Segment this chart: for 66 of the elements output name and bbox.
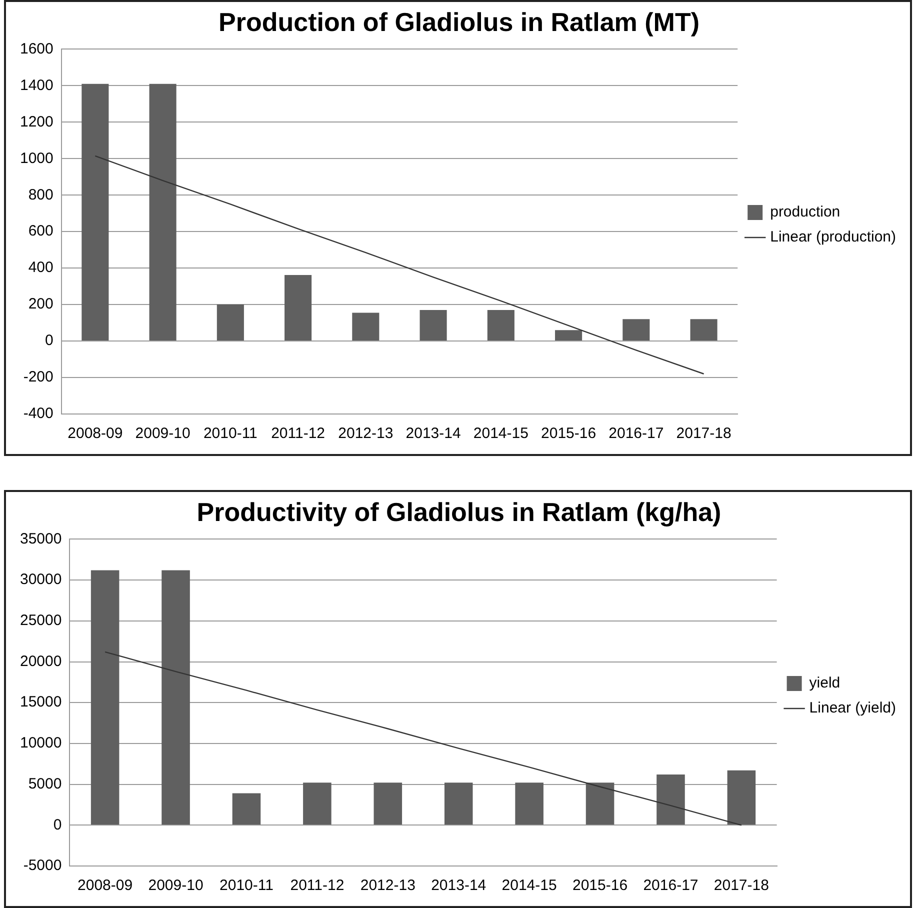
x-tick-label: 2017-18 [676, 425, 732, 442]
y-tick-label: -400 [23, 405, 54, 422]
bar [374, 782, 402, 825]
legend-label: yield [809, 674, 840, 692]
y-tick-label: 20000 [20, 652, 62, 670]
y-tick-label: 30000 [20, 571, 62, 588]
bar [444, 782, 473, 825]
y-tick-label: 400 [28, 259, 54, 276]
y-tick-label: 5000 [28, 775, 62, 792]
y-tick-label: 600 [28, 222, 54, 240]
x-tick-label: 2016-17 [608, 425, 664, 442]
bar [515, 782, 544, 825]
legend-label: production [770, 204, 840, 221]
bar [352, 312, 380, 341]
x-tick-label: 2013-14 [431, 877, 486, 894]
x-tick-label: 2008-09 [68, 425, 123, 442]
x-tick-label: 2015-16 [541, 425, 596, 442]
bar [622, 319, 650, 341]
bar [149, 84, 176, 341]
bar [656, 774, 685, 825]
x-tick-label: 2012-13 [360, 877, 416, 894]
chart-title: Production of Gladiolus in Ratlam (MT) [218, 6, 700, 37]
bar [216, 304, 244, 341]
y-tick-label: 1400 [20, 76, 54, 94]
x-tick-label: 2015-16 [572, 877, 628, 894]
bar [90, 570, 120, 825]
bar [727, 770, 756, 825]
x-tick-label: 2010-11 [203, 425, 258, 442]
y-tick-label: -200 [23, 368, 54, 386]
x-tick-label: 2011-12 [290, 877, 344, 894]
y-tick-label: 0 [45, 332, 54, 350]
x-tick-label: 2008-09 [78, 877, 133, 894]
legend-label: Linear (yield) [809, 700, 896, 717]
y-tick-label: 1600 [20, 40, 54, 58]
bar [555, 330, 582, 341]
x-tick-label: 2009-10 [135, 425, 190, 442]
bar [284, 275, 312, 341]
y-tick-label: 0 [53, 816, 62, 834]
bar [232, 793, 261, 825]
y-tick-label: 800 [28, 186, 54, 204]
bar [303, 782, 332, 825]
y-tick-label: -5000 [23, 857, 62, 874]
x-tick-label: 2017-18 [714, 877, 769, 894]
x-tick-label: 2013-14 [406, 425, 461, 442]
bar [487, 310, 514, 341]
x-tick-label: 2010-11 [220, 877, 274, 894]
y-tick-label: 1200 [20, 113, 54, 130]
x-tick-label: 2012-13 [338, 425, 394, 442]
bar [162, 570, 190, 825]
y-tick-label: 200 [28, 296, 54, 313]
legend-label: Linear (production) [770, 228, 896, 246]
y-tick-label: 1000 [20, 150, 54, 167]
y-tick-label: 10000 [20, 734, 62, 752]
bar [690, 319, 718, 341]
y-tick-label: 15000 [20, 694, 62, 711]
bar [420, 310, 447, 341]
chart-title: Productivity of Gladiolus in Ratlam (kg/ha) [196, 496, 722, 527]
bar [82, 84, 109, 341]
x-tick-label: 2011-12 [271, 425, 326, 442]
y-tick-label: 35000 [20, 530, 62, 548]
y-tick-label: 25000 [20, 612, 62, 630]
x-tick-label: 2014-15 [502, 877, 557, 894]
x-tick-label: 2014-15 [473, 425, 528, 442]
bar [586, 782, 614, 825]
x-tick-label: 2009-10 [148, 877, 204, 894]
x-tick-label: 2016-17 [643, 877, 698, 894]
